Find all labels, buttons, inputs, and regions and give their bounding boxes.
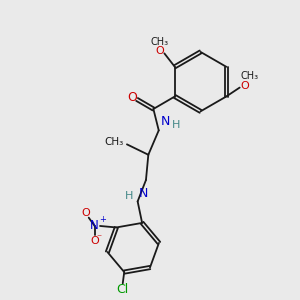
Text: N: N [90,219,99,232]
Text: O: O [240,80,249,91]
Text: H: H [125,191,134,201]
Text: N: N [160,115,170,128]
Text: O: O [81,208,90,218]
Text: CH₃: CH₃ [105,137,124,147]
Text: N: N [138,187,148,200]
Text: O: O [155,46,164,56]
Text: O: O [90,236,99,245]
Text: CH₃: CH₃ [241,71,259,81]
Text: ⁻: ⁻ [97,233,102,243]
Text: CH₃: CH₃ [150,37,168,47]
Text: Cl: Cl [117,283,129,296]
Text: +: + [100,215,106,224]
Text: H: H [172,120,180,130]
Text: O: O [127,92,136,104]
